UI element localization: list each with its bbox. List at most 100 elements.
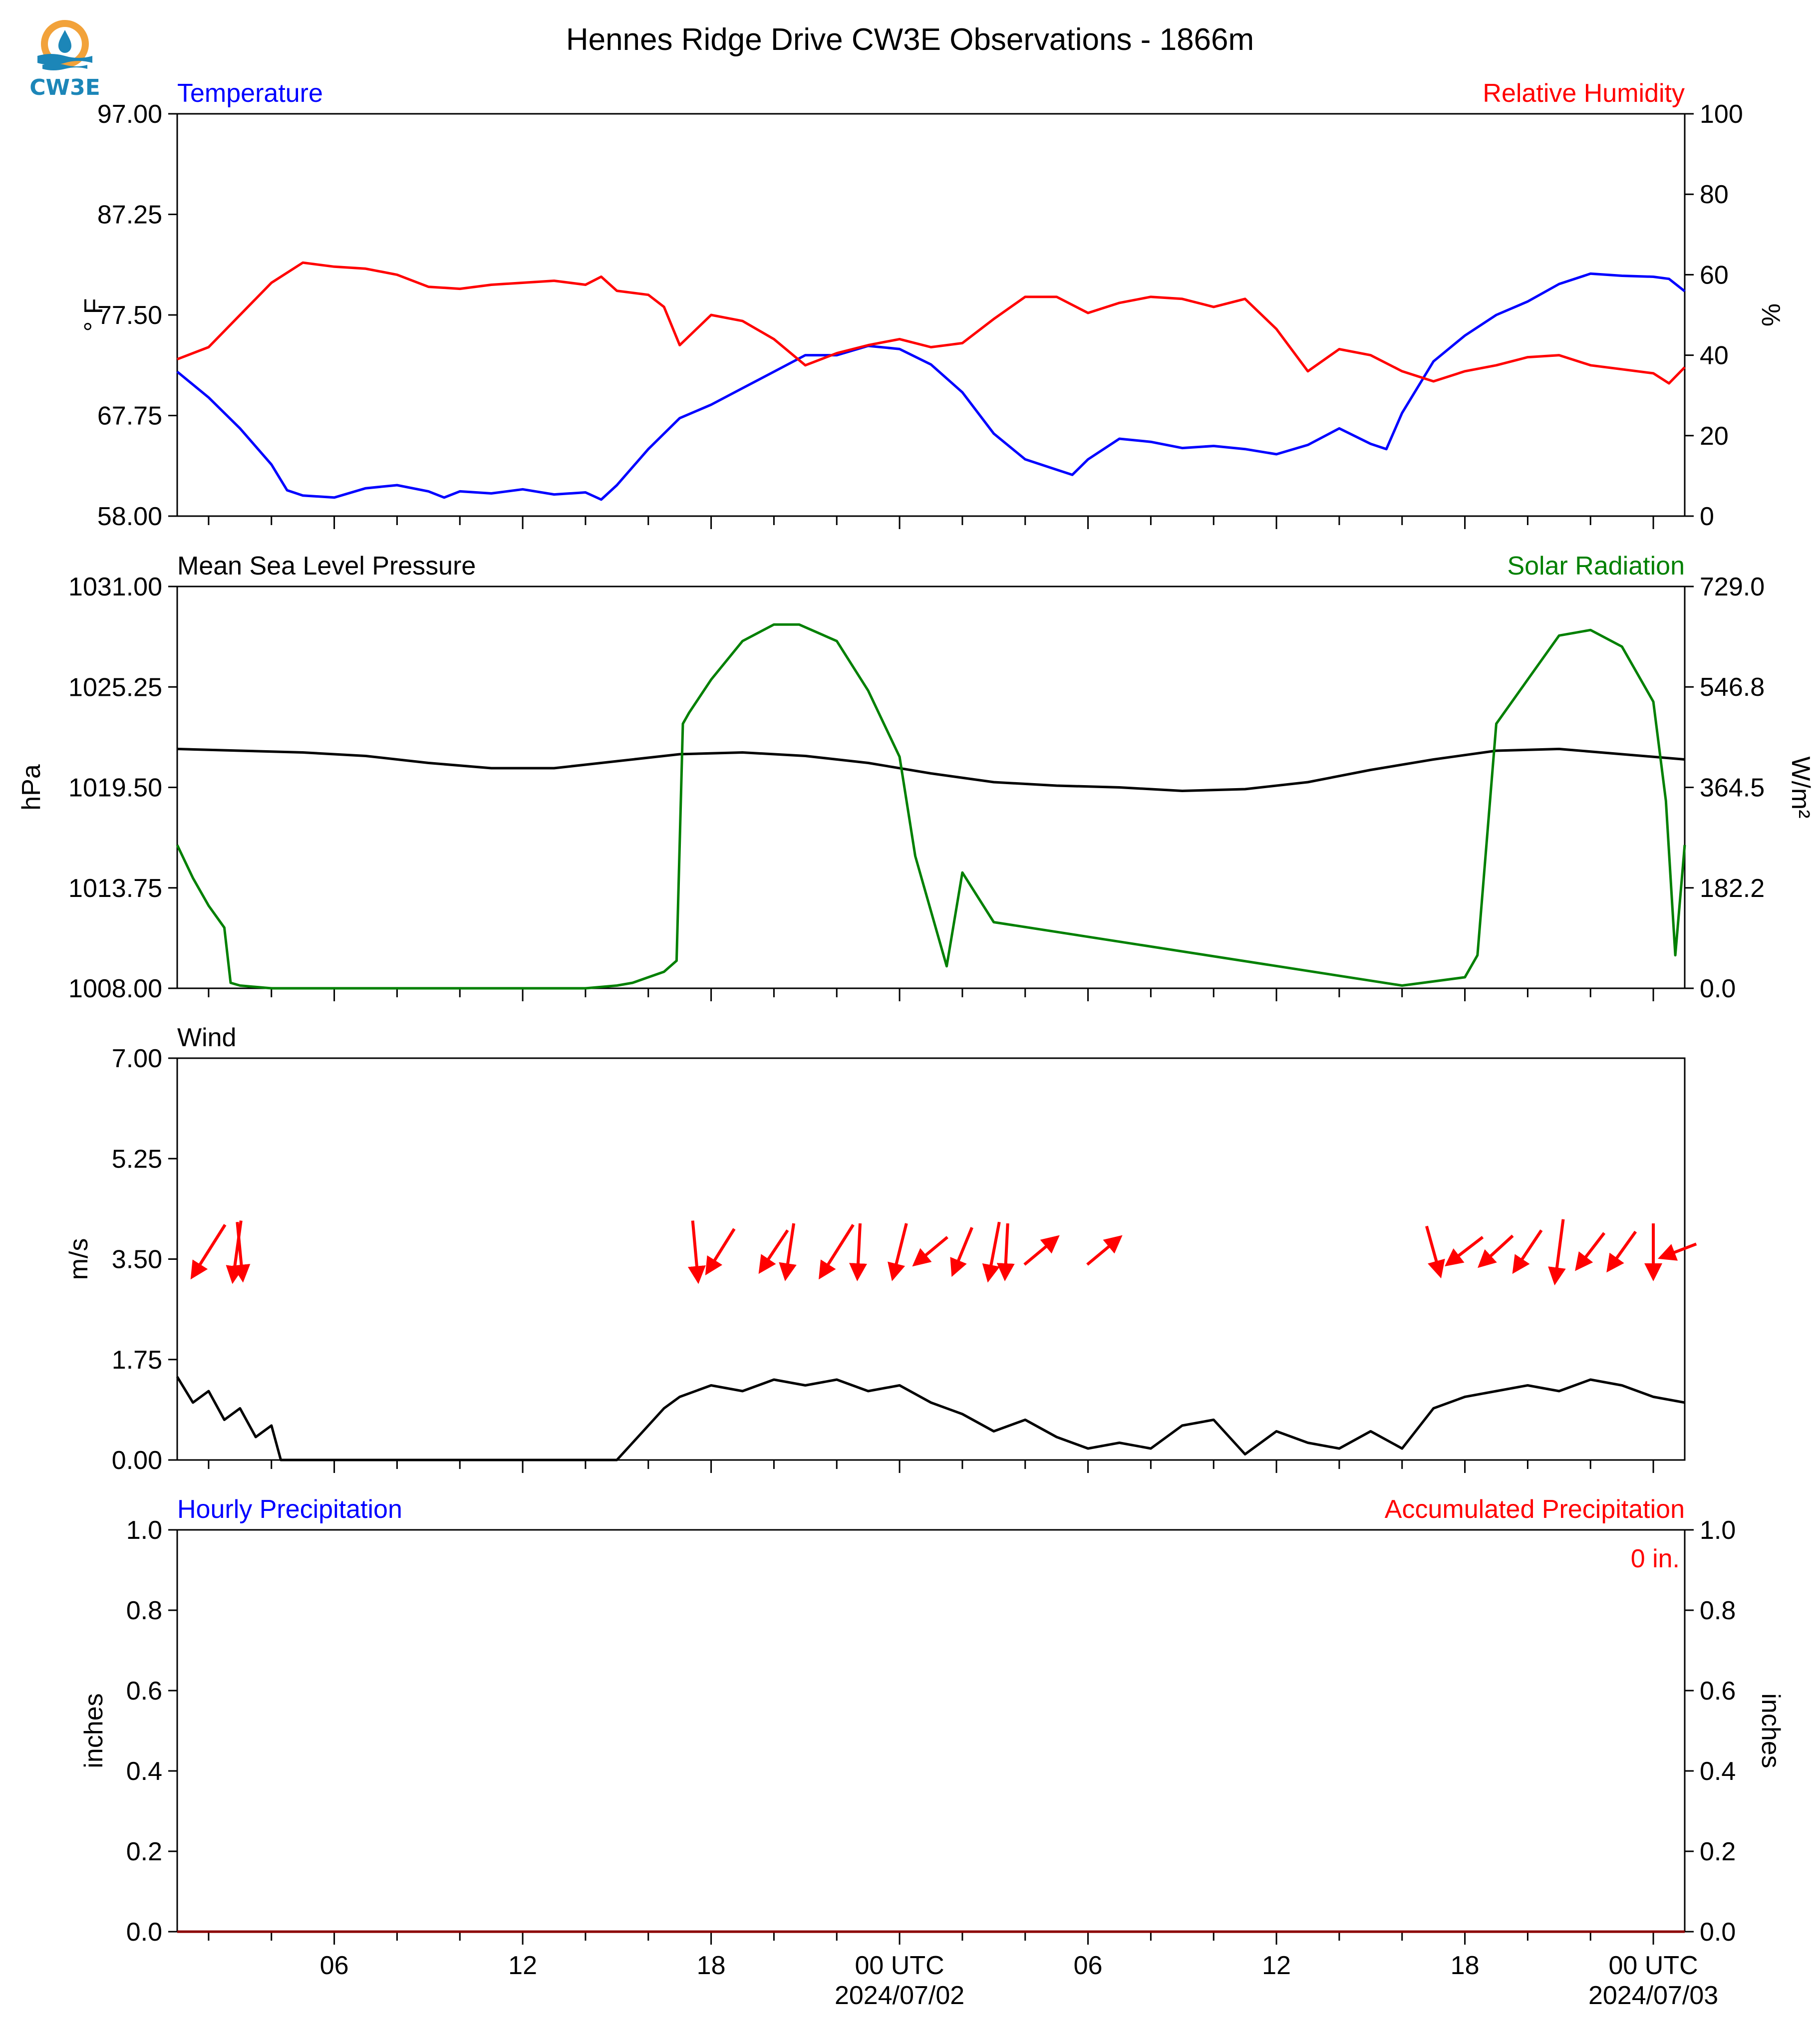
cw3e-logo-icon — [37, 20, 92, 70]
wind-arrow — [982, 1221, 1001, 1283]
plot-frame — [176, 113, 1686, 517]
wind-arrow — [1606, 1230, 1637, 1273]
wind-arrow — [1478, 1234, 1514, 1268]
y-axis-label-right: inches — [1756, 1693, 1785, 1768]
y-tick-label-right: 60 — [1700, 261, 1729, 290]
y-tick-label-right: 100 — [1700, 100, 1743, 129]
x-tick-label: 00 UTC — [855, 1951, 944, 1980]
y-tick-label: 1.0 — [126, 1516, 162, 1545]
y-axis-label-right: % — [1756, 303, 1785, 326]
wind-arrow — [819, 1224, 855, 1280]
y-tick-label-right: 0.6 — [1700, 1677, 1736, 1706]
x-tick-label: 06 — [1074, 1951, 1103, 1980]
y-tick-label: 0.6 — [126, 1677, 162, 1706]
panel-title-right: Accumulated Precipitation — [1385, 1495, 1685, 1524]
y-tick-label-right: 729.0 — [1700, 573, 1765, 601]
y-tick-label-right: 546.8 — [1700, 673, 1765, 702]
panel-title-left: Hourly Precipitation — [177, 1495, 402, 1524]
wind-arrow — [888, 1223, 908, 1281]
panel-precipitation: Hourly Precipitation Accumulated Precipit… — [79, 1495, 1785, 1947]
y-tick-label: 87.25 — [97, 201, 162, 230]
y-tick-label-right: 0.0 — [1700, 1918, 1736, 1947]
panel-title-right: Solar Radiation — [1507, 552, 1685, 580]
cw3e-logo: CW3E — [27, 15, 102, 105]
y-axis-label: hPa — [17, 764, 46, 811]
y-tick-label-right: 1.0 — [1700, 1516, 1736, 1545]
wind-arrow — [779, 1223, 797, 1281]
series-line-relative-humidity — [177, 261, 1686, 385]
y-tick-label-right: 0.8 — [1700, 1596, 1736, 1625]
y-tick-label: 5.25 — [112, 1145, 162, 1173]
y-tick-label: 1031.00 — [68, 573, 162, 601]
wind-arrow — [849, 1223, 868, 1281]
y-tick-label-right: 0.4 — [1700, 1757, 1736, 1786]
x-tick-label: 18 — [1451, 1951, 1480, 1980]
y-tick-label-right: 364.5 — [1700, 774, 1765, 803]
y-tick-label: 77.50 — [97, 301, 162, 330]
y-axis-label: ° F — [79, 298, 108, 331]
y-tick-label-right: 0.2 — [1700, 1837, 1736, 1866]
wind-arrow — [1023, 1235, 1060, 1266]
wind-arrow — [705, 1228, 736, 1276]
panel-wind: Wind 0.00 1.75 3.50 5.25 7.00 m/s — [64, 1023, 1697, 1475]
series-line-temperature — [176, 272, 1686, 501]
x-tick-label: 12 — [1262, 1951, 1291, 1980]
wind-arrow — [758, 1229, 789, 1274]
panel-temperature-humidity: Temperature Relative Humidity 58.00 67.75 77… — [79, 79, 1785, 531]
wind-arrow — [996, 1223, 1015, 1281]
y-tick-label: 1008.00 — [68, 974, 162, 1003]
y-tick-label-right: 80 — [1700, 180, 1729, 209]
y-tick-label: 7.00 — [112, 1044, 162, 1073]
wind-arrow — [1425, 1225, 1445, 1279]
y-tick-label-right: 182.2 — [1700, 874, 1765, 903]
y-tick-label: 0.2 — [126, 1837, 162, 1866]
plot-frame — [176, 1529, 1686, 1933]
y-axis-label: m/s — [64, 1238, 93, 1280]
series-line-wind-0 — [176, 1376, 1685, 1461]
x-date-label: 2024/07/02 — [835, 1981, 964, 2010]
wind-arrow — [950, 1227, 973, 1277]
y-tick-label: 1019.50 — [68, 774, 162, 803]
y-tick-label: 1.75 — [112, 1346, 162, 1375]
y-tick-label: 1013.75 — [68, 874, 162, 903]
wind-arrow — [1445, 1236, 1484, 1267]
wind-arrow — [1086, 1235, 1123, 1266]
wind-arrow — [226, 1220, 244, 1284]
y-tick-label: 58.00 — [97, 502, 162, 531]
y-axis-label: inches — [79, 1693, 108, 1768]
x-tick-label: 06 — [320, 1951, 349, 1980]
panel-title-left: Mean Sea Level Pressure — [177, 552, 476, 580]
wind-arrow — [190, 1224, 227, 1280]
panel-title-right: Relative Humidity — [1483, 79, 1685, 108]
y-tick-label: 97.00 — [97, 100, 162, 129]
x-tick-label: 18 — [697, 1951, 726, 1980]
wind-arrow — [1658, 1242, 1697, 1261]
y-tick-label-right: 0 — [1700, 502, 1714, 531]
y-tick-label-right: 20 — [1700, 422, 1729, 451]
y-tick-label: 0.4 — [126, 1757, 162, 1786]
y-tick-label: 67.75 — [97, 402, 162, 431]
series-line-mean-sea-level-pressure — [177, 748, 1685, 792]
y-tick-label-right: 0.0 — [1700, 974, 1736, 1003]
wind-arrow — [687, 1220, 706, 1284]
y-tick-label: 0.00 — [112, 1446, 162, 1475]
panel-title-left: Wind — [177, 1023, 236, 1052]
y-axis-label-right: W/m² — [1786, 756, 1815, 818]
panel-title-left: Temperature — [177, 79, 323, 108]
wind-arrow — [1575, 1232, 1606, 1271]
y-tick-label: 0.0 — [126, 1918, 162, 1947]
chart-title: Hennes Ridge Drive CW3E Observations - 1… — [566, 22, 1254, 57]
wind-arrow — [1512, 1229, 1543, 1274]
plot-frame — [176, 585, 1686, 989]
x-date-label: 2024/07/03 — [1588, 1981, 1718, 2010]
y-tick-label: 0.8 — [126, 1596, 162, 1625]
y-tick-label: 3.50 — [112, 1245, 162, 1274]
x-tick-label: 00 UTC — [1609, 1951, 1698, 1980]
cw3e-logo-text: CW3E — [29, 75, 100, 100]
series-line-solar-radiation — [176, 623, 1686, 990]
panel-pressure-solar: Mean Sea Level Pressure Solar Radiation 10… — [17, 552, 1815, 1003]
accumulated-total-label: 0 in. — [1631, 1544, 1680, 1573]
y-tick-label-right: 40 — [1700, 341, 1729, 370]
wind-arrow — [912, 1236, 948, 1267]
